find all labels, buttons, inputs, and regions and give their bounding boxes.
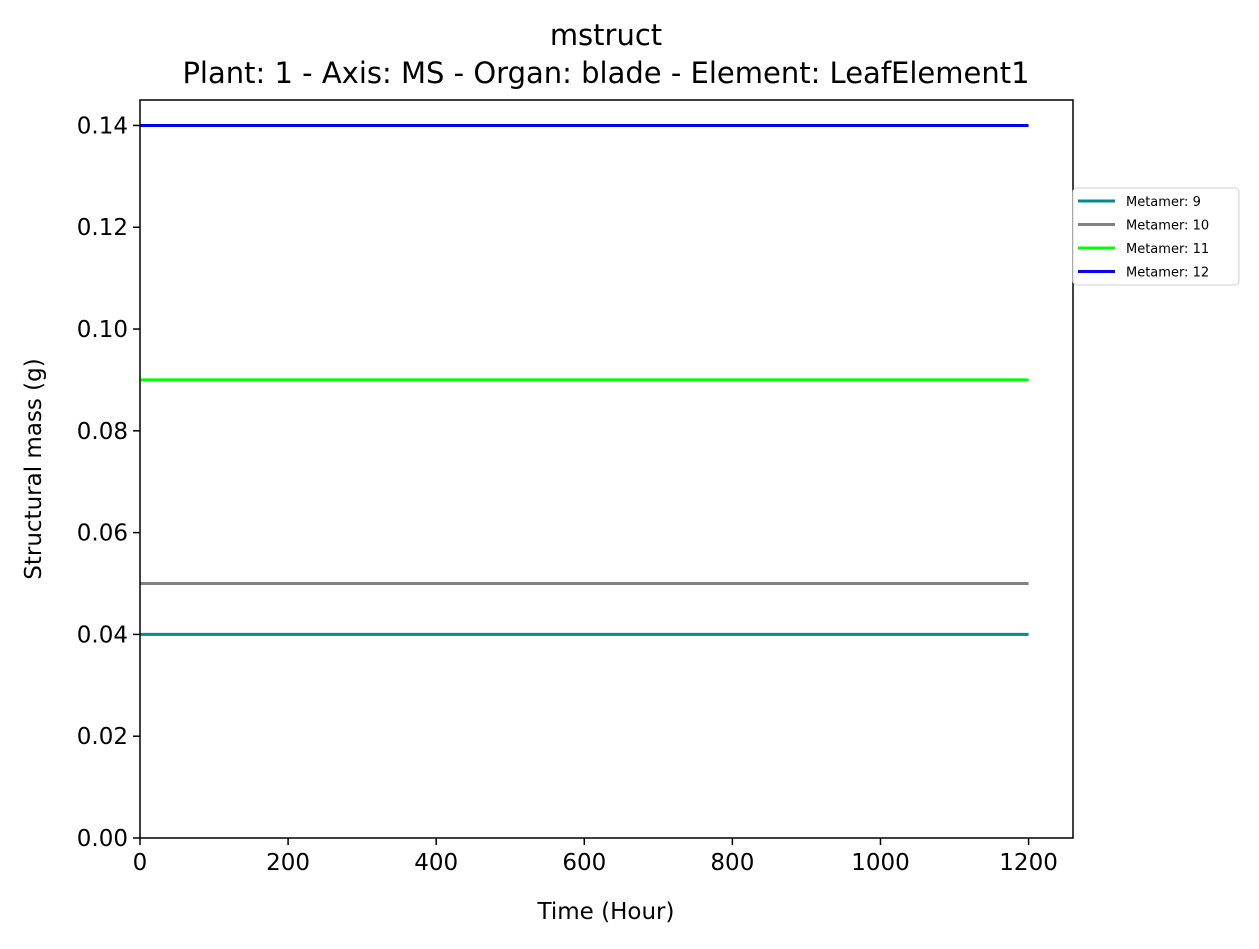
chart-title: mstruct: [550, 18, 662, 52]
y-tick-label: 0.12: [77, 215, 128, 241]
legend-label-1: Metamer: 10: [1126, 219, 1209, 234]
x-axis-ticks: 0 200 400 600 800 1000 1200: [133, 838, 1058, 876]
y-tick-label: 0.06: [77, 521, 128, 547]
y-tick-label: 0.00: [77, 826, 128, 852]
legend-label-3: Metamer: 12: [1126, 266, 1209, 281]
legend-label-0: Metamer: 9: [1126, 195, 1201, 210]
y-tick-label: 0.02: [77, 724, 128, 750]
legend-box: [1072, 187, 1240, 286]
x-tick-label: 400: [414, 850, 458, 876]
x-tick-label: 600: [562, 850, 606, 876]
x-tick-label: 1000: [851, 850, 910, 876]
y-tick-label: 0.10: [77, 317, 128, 343]
y-tick-label: 0.04: [77, 622, 128, 648]
x-tick-label: 1200: [999, 850, 1058, 876]
legend-label-2: Metamer: 11: [1126, 242, 1209, 257]
legend: Metamer: 9 Metamer: 10 Metamer: 11 Metamer:…: [1072, 187, 1240, 286]
x-tick-label: 0: [133, 850, 148, 876]
chart-subtitle: Plant: 1 - Axis: MS - Organ: blade - Ele…: [182, 56, 1029, 90]
x-axis-label: Time (Hour): [537, 899, 675, 925]
y-axis-label: Structural mass (g): [21, 358, 47, 579]
y-tick-label: 0.14: [77, 113, 128, 139]
plot-frame: [139, 99, 1074, 839]
legend-items: Metamer: 9 Metamer: 10 Metamer: 11 Metamer:…: [1078, 195, 1209, 281]
series-layer: [140, 123, 1029, 636]
y-tick-label: 0.08: [77, 419, 128, 445]
x-tick-label: 200: [266, 850, 310, 876]
x-tick-label: 800: [710, 850, 754, 876]
y-axis-ticks: 0.00 0.02 0.04 0.06 0.08 0.10 0.12 0.14: [77, 113, 140, 852]
